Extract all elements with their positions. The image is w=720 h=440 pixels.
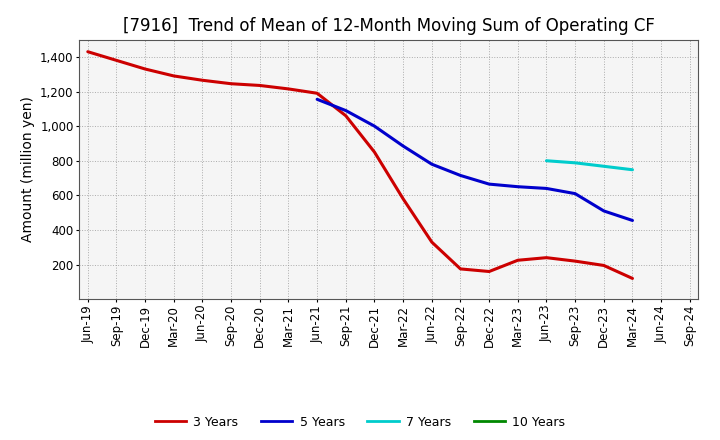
Title: [7916]  Trend of Mean of 12-Month Moving Sum of Operating CF: [7916] Trend of Mean of 12-Month Moving … [123, 17, 654, 35]
Legend: 3 Years, 5 Years, 7 Years, 10 Years: 3 Years, 5 Years, 7 Years, 10 Years [150, 411, 570, 434]
Y-axis label: Amount (million yen): Amount (million yen) [21, 96, 35, 242]
